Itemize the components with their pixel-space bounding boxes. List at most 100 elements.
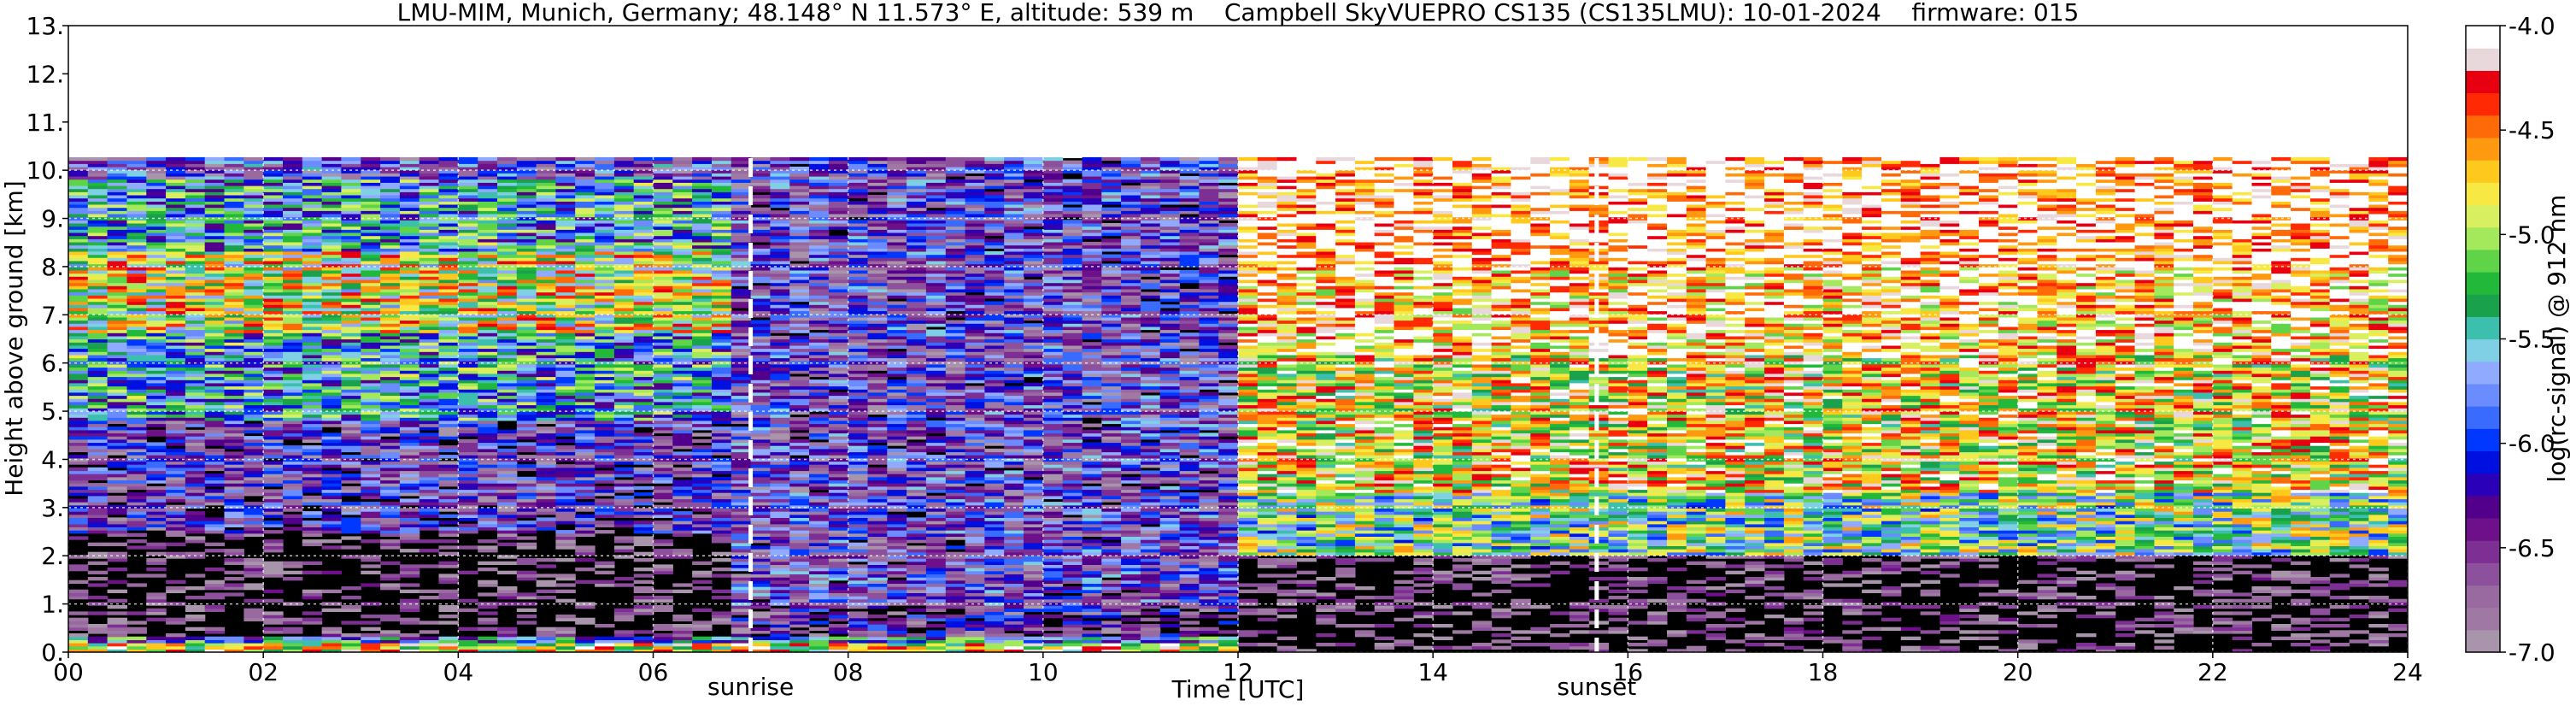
- heatmap-cell: [419, 448, 440, 453]
- heatmap-cell: [380, 260, 401, 265]
- heatmap-cell: [516, 163, 537, 168]
- heatmap-cell: [126, 495, 147, 500]
- heatmap-cell: [672, 527, 693, 531]
- heatmap-cell: [731, 583, 752, 587]
- heatmap-cell: [770, 517, 790, 521]
- heatmap-cell: [263, 408, 284, 412]
- heatmap-cell: [68, 517, 89, 521]
- heatmap-cell: [87, 367, 109, 371]
- heatmap-cell: [126, 307, 147, 312]
- heatmap-cell: [185, 257, 206, 262]
- heatmap-cell: [516, 160, 537, 164]
- heatmap-cell: [126, 226, 147, 230]
- heatmap-cell: [185, 417, 206, 421]
- heatmap-cell: [731, 589, 752, 593]
- heatmap-cell: [458, 442, 478, 446]
- heatmap-cell: [575, 276, 596, 280]
- heatmap-cell: [380, 448, 401, 453]
- heatmap-cell: [419, 564, 440, 568]
- heatmap-cell: [380, 213, 401, 218]
- heatmap-cell: [126, 361, 147, 365]
- heatmap-cell: [321, 485, 342, 491]
- heatmap-cell: [166, 451, 186, 456]
- heatmap-cell: [731, 156, 752, 162]
- heatmap-cell: [672, 185, 693, 190]
- heatmap-cell: [126, 611, 147, 615]
- heatmap-cell: [224, 320, 244, 324]
- heatmap-cell: [497, 163, 518, 168]
- heatmap-cell: [263, 395, 284, 399]
- heatmap-cell: [68, 220, 89, 224]
- heatmap-cell: [380, 203, 401, 209]
- heatmap-cell: [321, 301, 342, 305]
- heatmap-cell: [672, 323, 693, 327]
- heatmap-cell: [126, 297, 147, 303]
- heatmap-cell: [497, 185, 518, 190]
- heatmap-cell: [419, 357, 440, 362]
- heatmap-cell: [633, 442, 654, 446]
- heatmap-cell: [107, 226, 127, 230]
- heatmap-cell: [438, 608, 459, 612]
- heatmap-cell: [126, 248, 147, 252]
- heatmap-cell: [166, 464, 186, 468]
- heatmap-cell: [653, 492, 673, 497]
- heatmap-cell: [244, 530, 264, 534]
- heatmap-cell: [244, 649, 264, 652]
- heatmap-cell: [575, 229, 596, 233]
- heatmap-cell: [419, 163, 440, 168]
- heatmap-cell: [185, 436, 206, 440]
- heatmap-cell: [302, 295, 323, 299]
- heatmap-cell: [438, 235, 459, 239]
- heatmap-cell: [263, 169, 284, 174]
- heatmap-cell: [478, 301, 498, 305]
- heatmap-cell: [633, 314, 654, 318]
- heatmap-cell: [399, 342, 420, 346]
- heatmap-cell: [126, 445, 147, 450]
- heatmap-cell: [380, 398, 401, 403]
- heatmap-cell: [263, 267, 284, 271]
- heatmap-cell: [419, 260, 440, 265]
- heatmap-cell: [770, 592, 790, 597]
- heatmap-cell: [204, 326, 226, 331]
- heatmap-cell: [204, 527, 226, 531]
- heatmap-cell: [224, 169, 244, 174]
- heatmap-cell: [185, 448, 206, 453]
- heatmap-cell: [555, 633, 576, 638]
- heatmap-cell: [653, 207, 673, 211]
- heatmap-cell: [633, 323, 654, 327]
- heatmap-cell: [283, 201, 303, 205]
- heatmap-cell: [595, 285, 615, 290]
- heatmap-cell: [770, 385, 790, 390]
- heatmap-cell: [87, 291, 109, 296]
- heatmap-cell: [263, 254, 284, 258]
- heatmap-cell: [399, 410, 420, 415]
- heatmap-cell: [770, 536, 790, 540]
- heatmap-cell: [653, 160, 673, 164]
- heatmap-cell: [692, 357, 713, 362]
- heatmap-cell: [633, 551, 654, 556]
- heatmap-cell: [146, 304, 167, 309]
- heatmap-cell: [68, 504, 89, 509]
- heatmap-cell: [770, 514, 790, 518]
- heatmap-cell: [146, 561, 167, 565]
- heatmap-cell: [146, 320, 167, 324]
- heatmap-cell: [536, 363, 556, 368]
- heatmap-cell: [731, 263, 752, 268]
- heatmap-cell: [146, 235, 167, 239]
- heatmap-cell: [458, 241, 478, 246]
- heatmap-cell: [146, 474, 167, 478]
- heatmap-cell: [302, 376, 323, 380]
- heatmap-cell: [478, 304, 498, 309]
- heatmap-cell: [263, 276, 284, 280]
- heatmap-cell: [341, 643, 361, 647]
- heatmap-cell: [244, 175, 264, 180]
- heatmap-cell: [712, 508, 732, 512]
- heatmap-cell: [166, 404, 186, 409]
- heatmap-cell: [692, 514, 713, 518]
- heatmap-cell: [653, 210, 673, 215]
- heatmap-cell: [263, 179, 284, 183]
- heatmap-cell: [126, 276, 147, 280]
- heatmap-cell: [146, 457, 167, 462]
- heatmap-cell: [419, 521, 440, 525]
- heatmap-cell: [478, 474, 498, 478]
